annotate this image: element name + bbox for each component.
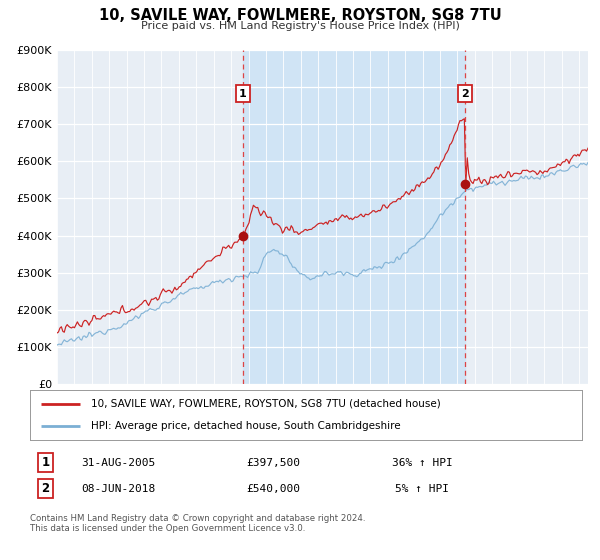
Text: 1: 1 [239,88,247,99]
Text: £540,000: £540,000 [246,484,300,493]
Text: 2: 2 [461,88,469,99]
Text: 1: 1 [41,456,50,469]
Text: 10, SAVILE WAY, FOWLMERE, ROYSTON, SG8 7TU: 10, SAVILE WAY, FOWLMERE, ROYSTON, SG8 7… [98,8,502,24]
Text: 10, SAVILE WAY, FOWLMERE, ROYSTON, SG8 7TU (detached house): 10, SAVILE WAY, FOWLMERE, ROYSTON, SG8 7… [91,399,440,409]
Bar [243,50,465,384]
Text: 36% ↑ HPI: 36% ↑ HPI [392,458,452,468]
Text: £397,500: £397,500 [246,458,300,468]
Text: Contains HM Land Registry data © Crown copyright and database right 2024.
This d: Contains HM Land Registry data © Crown c… [30,514,365,533]
Text: 31-AUG-2005: 31-AUG-2005 [81,458,155,468]
Text: 2: 2 [41,482,50,495]
Text: Price paid vs. HM Land Registry's House Price Index (HPI): Price paid vs. HM Land Registry's House … [140,21,460,31]
Text: 5% ↑ HPI: 5% ↑ HPI [395,484,449,493]
Text: HPI: Average price, detached house, South Cambridgeshire: HPI: Average price, detached house, Sout… [91,421,400,431]
Text: 08-JUN-2018: 08-JUN-2018 [81,484,155,493]
